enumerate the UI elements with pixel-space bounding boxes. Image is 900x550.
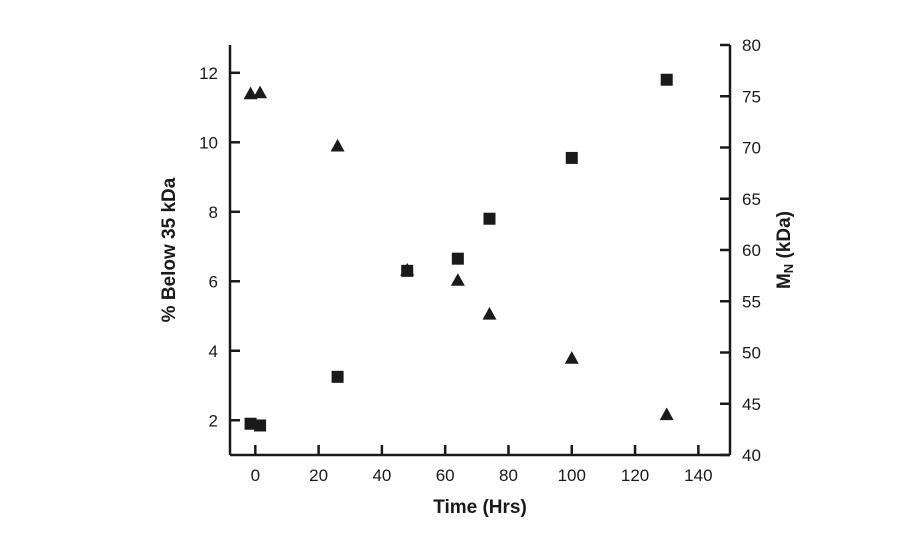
y-right-tick-label: 45 (742, 395, 761, 414)
y-right-tick-label: 40 (742, 446, 761, 465)
y-left-tick-label: 12 (199, 64, 218, 83)
x-tick-label: 40 (372, 466, 391, 485)
x-tick-label: 20 (309, 466, 328, 485)
x-tick-label: 80 (499, 466, 518, 485)
marker-square (254, 419, 266, 431)
y-left-tick-label: 2 (209, 411, 218, 430)
marker-square (483, 213, 495, 225)
y-left-axis-label: % Below 35 kDa (159, 177, 180, 322)
marker-square (332, 371, 344, 383)
y-right-axis-label: MN (kDa) (774, 211, 796, 289)
y-right-tick-label: 60 (742, 241, 761, 260)
marker-square (661, 74, 673, 86)
chart-svg: 0 20 40 60 80 100 120 140 2 4 6 8 10 12 40 45 50 55 60 65 70… (0, 0, 900, 550)
y-right-tick-label: 75 (742, 87, 761, 106)
marker-square (452, 253, 464, 265)
y-left-tick-label: 6 (209, 272, 218, 291)
x-tick-label: 60 (436, 466, 455, 485)
marker-square (566, 152, 578, 164)
x-tick-label: 140 (684, 466, 712, 485)
y-right-tick-label: 70 (742, 139, 761, 158)
y-left-tick-label: 10 (199, 133, 218, 152)
x-tick-label: 0 (251, 466, 260, 485)
scatter-chart: 0 20 40 60 80 100 120 140 2 4 6 8 10 12 40 45 50 55 60 65 70… (0, 0, 900, 550)
y-left-tick-label: 4 (209, 342, 218, 361)
y-right-tick-label: 65 (742, 190, 761, 209)
x-tick-label: 100 (558, 466, 586, 485)
y-right-tick-label: 80 (742, 36, 761, 55)
x-tick-label: 120 (621, 466, 649, 485)
y-right-tick-label: 55 (742, 292, 761, 311)
x-axis-label: Time (Hrs) (433, 497, 527, 518)
y-left-tick-label: 8 (209, 203, 218, 222)
y-right-tick-label: 50 (742, 344, 761, 363)
